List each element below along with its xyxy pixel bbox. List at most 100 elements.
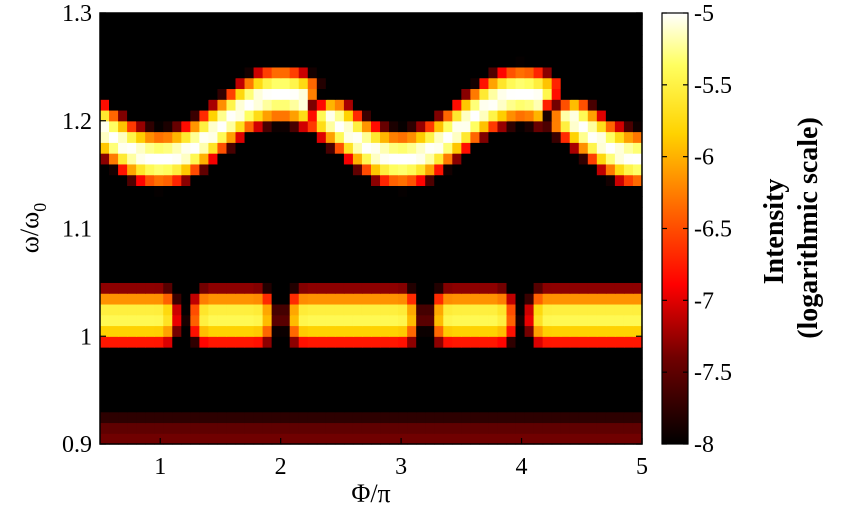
heatmap-cell xyxy=(506,142,517,154)
heatmap-cell xyxy=(488,77,499,90)
heatmap-cell xyxy=(560,66,571,79)
heatmap-cell xyxy=(199,66,209,79)
heatmap-cell xyxy=(199,142,209,154)
heatmap-cell xyxy=(127,282,137,294)
heatmap-cell xyxy=(280,142,291,154)
heatmap-cell xyxy=(298,131,309,143)
heatmap-cell xyxy=(614,282,625,294)
heatmap-cell xyxy=(118,206,128,219)
heatmap-cell xyxy=(614,153,625,165)
heatmap-cell xyxy=(623,217,634,230)
heatmap-cell xyxy=(380,357,390,370)
heatmap-cell xyxy=(443,196,453,208)
heatmap-cell xyxy=(371,314,381,327)
heatmap-cell xyxy=(623,347,634,359)
heatmap-cell xyxy=(515,422,526,434)
heatmap-cell xyxy=(271,239,282,251)
heatmap-cell xyxy=(145,142,155,154)
heatmap-cell xyxy=(181,390,191,402)
heatmap-cell xyxy=(524,120,535,133)
heatmap-cell xyxy=(118,336,128,348)
heatmap-cell xyxy=(280,131,291,143)
heatmap-cell xyxy=(506,250,517,262)
heatmap-cell xyxy=(587,293,598,305)
heatmap-cell xyxy=(226,77,237,90)
heatmap-cell xyxy=(407,357,417,370)
heatmap-cell xyxy=(605,433,616,445)
heatmap-cell xyxy=(416,13,426,25)
heatmap-cell xyxy=(253,293,264,305)
heatmap-cell xyxy=(461,196,471,208)
heatmap-cell xyxy=(416,88,426,100)
heatmap-cell xyxy=(235,45,246,57)
heatmap-cell xyxy=(334,239,345,251)
heatmap-cell xyxy=(515,153,526,165)
heatmap-cell xyxy=(542,260,553,273)
heatmap-cell xyxy=(163,66,173,79)
heatmap-cell xyxy=(352,185,363,197)
heatmap-cell xyxy=(307,163,318,176)
heatmap-cell xyxy=(181,56,191,68)
heatmap-cell xyxy=(623,422,634,434)
heatmap-cell xyxy=(361,13,372,25)
heatmap-cell xyxy=(398,34,408,46)
heatmap-cell xyxy=(352,260,363,273)
heatmap-cell xyxy=(136,282,146,294)
heatmap-cell xyxy=(497,336,508,348)
heatmap-cell xyxy=(208,13,219,25)
heatmap-cell xyxy=(470,88,480,100)
heatmap-cell xyxy=(154,34,164,46)
heatmap-cell xyxy=(190,411,200,424)
heatmap-cell xyxy=(181,131,191,143)
heatmap-cell xyxy=(587,153,598,165)
heatmap-cell xyxy=(524,336,535,348)
heatmap-cell xyxy=(407,379,417,391)
heatmap-cell xyxy=(605,368,616,380)
heatmap-cell xyxy=(181,206,191,219)
heatmap-cell xyxy=(407,120,417,133)
heatmap-cell xyxy=(235,163,246,176)
heatmap-cell xyxy=(578,314,589,327)
heatmap-cell xyxy=(172,228,182,240)
heatmap-cell xyxy=(614,206,625,219)
heatmap-cell xyxy=(181,336,191,348)
heatmap-cell xyxy=(316,368,327,380)
heatmap-cell xyxy=(244,163,255,176)
heatmap-cell xyxy=(217,206,228,219)
heatmap-cell xyxy=(515,228,526,240)
heatmap-cell xyxy=(632,250,643,262)
heatmap-cell xyxy=(461,357,471,370)
heatmap-cell xyxy=(605,13,616,25)
heatmap-cell xyxy=(172,13,182,25)
y-tick-label: 1.3 xyxy=(62,1,92,27)
heatmap-cell xyxy=(154,433,164,445)
heatmap-cell xyxy=(154,206,164,219)
heatmap-cell xyxy=(443,379,453,391)
heatmap-cell xyxy=(452,217,462,230)
heatmap-cell xyxy=(352,357,363,370)
heatmap-cell xyxy=(569,77,580,90)
heatmap-cell xyxy=(416,77,426,90)
heatmap-cell xyxy=(434,185,444,197)
heatmap-cell xyxy=(533,411,544,424)
heatmap-cell xyxy=(190,368,200,380)
heatmap-cell xyxy=(551,325,562,337)
heatmap-cell xyxy=(506,303,517,316)
heatmap-cell xyxy=(307,422,318,434)
heatmap-cell xyxy=(632,120,643,133)
heatmap-cell xyxy=(352,368,363,380)
heatmap-cell xyxy=(623,239,634,251)
heatmap-cell xyxy=(488,271,499,283)
heatmap-cell xyxy=(145,400,155,413)
heatmap-cell xyxy=(262,357,273,370)
heatmap-cell xyxy=(118,325,128,337)
heatmap-cell xyxy=(389,411,399,424)
heatmap-cell xyxy=(172,433,182,445)
heatmap-cell xyxy=(425,99,435,111)
heatmap-cell xyxy=(587,250,598,262)
heatmap-cell xyxy=(262,196,273,208)
heatmap-cell xyxy=(569,379,580,391)
heatmap-cell xyxy=(605,400,616,413)
heatmap-cell xyxy=(416,357,426,370)
heatmap-cell xyxy=(587,131,598,143)
